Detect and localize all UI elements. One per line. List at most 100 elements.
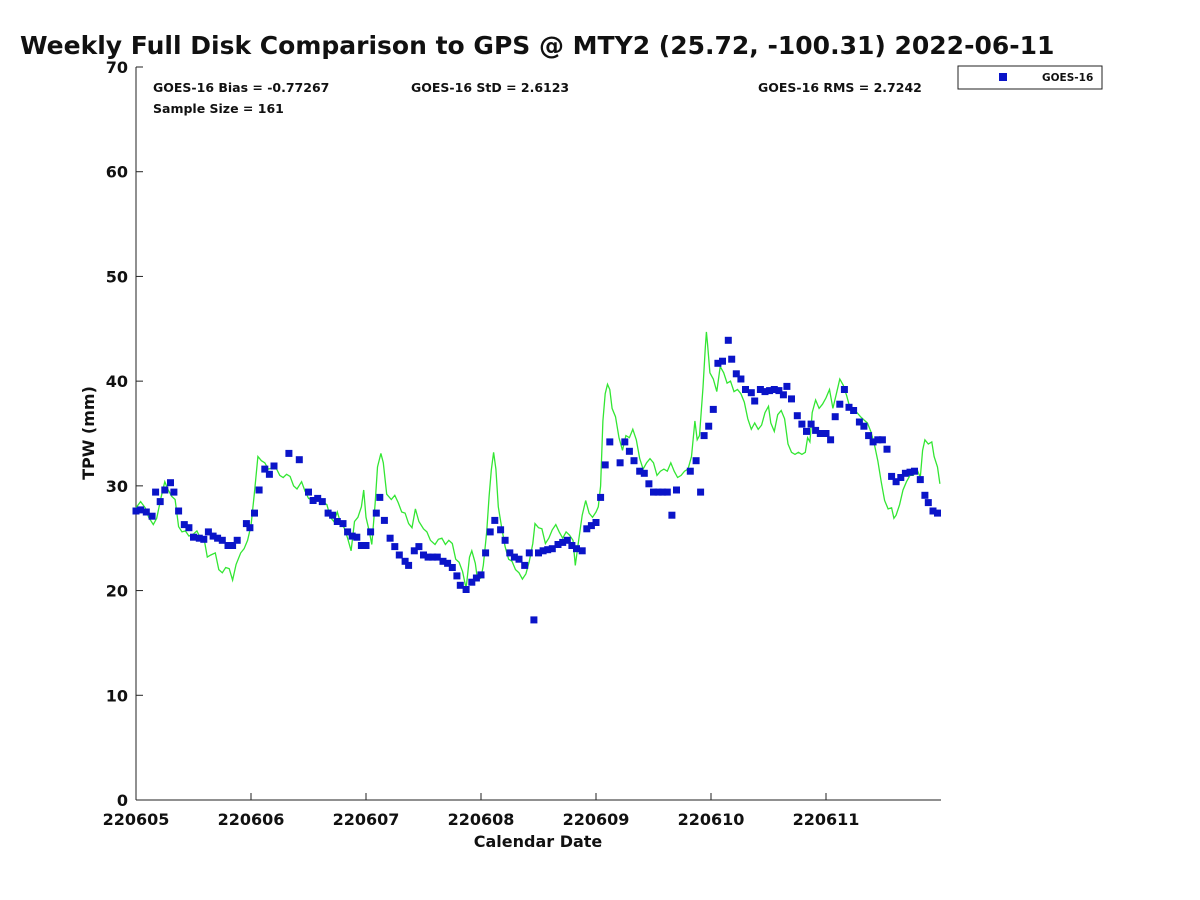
y-tick-label: 30: [106, 477, 128, 496]
goes16-point: [601, 461, 609, 469]
goes16-point: [535, 549, 542, 557]
goes16-point: [650, 488, 657, 496]
goes16-point: [539, 547, 547, 555]
goes16-point: [654, 488, 662, 496]
goes16-point: [831, 413, 839, 421]
goes16-point: [209, 532, 217, 540]
x-tick-label: 220606: [218, 810, 285, 829]
goes16-point: [391, 543, 399, 551]
goes16-point: [883, 445, 891, 453]
goes16-point: [424, 553, 432, 561]
goes16-point: [132, 507, 140, 515]
goes16-point: [700, 432, 708, 440]
goes16-point: [737, 375, 745, 383]
goes16-point: [663, 488, 671, 496]
goes16-point: [386, 534, 394, 542]
goes16-point: [705, 422, 713, 430]
legend-label: GOES-16: [1042, 72, 1093, 84]
goes16-point: [554, 541, 562, 548]
goes16-point: [888, 472, 896, 480]
goes16-point: [472, 574, 480, 582]
goes16-point: [874, 436, 882, 444]
goes16-point: [860, 422, 868, 430]
goes16-point: [218, 536, 226, 544]
goes16-point: [137, 506, 145, 514]
goes16-point: [630, 457, 638, 465]
goes16-point: [285, 449, 293, 457]
goes16-point: [850, 407, 858, 414]
goes16-point: [372, 509, 380, 517]
goes16-point: [448, 564, 456, 571]
goes16-point: [200, 535, 208, 543]
goes16-point: [357, 542, 365, 549]
y-axis-label: TPW (mm): [79, 386, 98, 480]
goes16-point: [803, 427, 810, 435]
goes16-point: [544, 546, 552, 554]
y-tick-label: 20: [106, 582, 128, 601]
goes16-point: [798, 420, 806, 428]
goes16-point: [420, 551, 427, 559]
sample-size-stat: Sample Size = 161: [153, 101, 284, 116]
goes16-point: [152, 488, 160, 496]
goes16-point: [636, 467, 644, 475]
goes16-point: [251, 509, 258, 517]
goes16-point: [606, 438, 614, 446]
goes16-point: [573, 545, 580, 553]
goes16-point: [869, 438, 877, 446]
goes16-point: [855, 418, 863, 426]
y-tick-label: 0: [117, 791, 128, 810]
goes16-point: [190, 533, 197, 541]
legend-marker: [999, 73, 1007, 81]
goes16-point: [462, 586, 470, 593]
x-tick-label: 220605: [103, 810, 170, 829]
goes16-point: [924, 499, 932, 507]
y-tick-label: 50: [106, 267, 128, 286]
goes16-point: [439, 557, 447, 565]
goes16-point: [510, 553, 518, 561]
gps-line: [135, 331, 941, 589]
goes16-point: [142, 508, 150, 516]
goes16-point: [728, 355, 736, 363]
goes16-point: [497, 526, 505, 534]
goes16-point: [697, 488, 705, 496]
x-axis-label: Calendar Date: [474, 832, 603, 851]
goes16-point: [897, 474, 905, 481]
goes16-point: [501, 536, 509, 544]
goes16-point: [433, 553, 441, 561]
x-tick-label: 220608: [448, 810, 515, 829]
goes16-point: [807, 420, 815, 428]
goes16-point: [329, 511, 337, 519]
goes16-point: [429, 553, 437, 561]
goes16-point: [167, 479, 174, 487]
goes16-point: [788, 395, 795, 403]
goes16-point: [559, 538, 567, 546]
goes16-point: [812, 426, 820, 434]
goes16-point: [640, 469, 648, 477]
goes16-point: [816, 430, 824, 437]
goes16-point: [583, 525, 591, 533]
goes16-point: [751, 397, 759, 405]
goes16-point: [732, 370, 740, 378]
rms-stat: GOES-16 RMS = 2.7242: [758, 80, 922, 95]
goes16-point: [770, 386, 778, 393]
goes16-point: [621, 438, 629, 446]
x-tick-label: 220610: [678, 810, 745, 829]
goes16-point: [214, 534, 222, 542]
goes16-point: [616, 459, 624, 467]
goes16-point: [410, 547, 418, 555]
goes16-point: [395, 551, 403, 559]
goes16-point: [724, 336, 732, 344]
goes16-point: [229, 542, 237, 549]
goes16-point: [295, 456, 303, 464]
goes16-point: [224, 542, 232, 549]
goes16-point: [491, 516, 499, 524]
goes16-point: [444, 559, 452, 567]
goes16-point: [348, 532, 356, 540]
goes16-point: [242, 520, 250, 528]
goes16-point: [625, 447, 633, 455]
goes16-point: [477, 571, 485, 579]
goes16-point: [709, 405, 717, 413]
goes16-point: [456, 581, 464, 589]
goes16-series: [132, 336, 941, 624]
goes16-point: [568, 542, 576, 549]
